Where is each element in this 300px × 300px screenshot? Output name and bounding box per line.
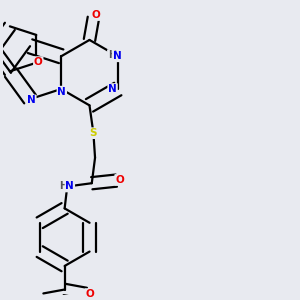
Text: O: O [34,57,43,67]
Text: S: S [90,128,97,138]
Text: N: N [65,182,74,191]
Text: H: H [108,50,116,60]
Text: N: N [57,87,66,97]
Text: O: O [92,10,100,20]
Text: N: N [27,95,36,105]
Text: N: N [113,51,122,61]
Text: O: O [85,289,94,299]
Text: N: N [108,84,117,94]
Text: O: O [115,175,124,185]
Text: H: H [59,181,68,191]
